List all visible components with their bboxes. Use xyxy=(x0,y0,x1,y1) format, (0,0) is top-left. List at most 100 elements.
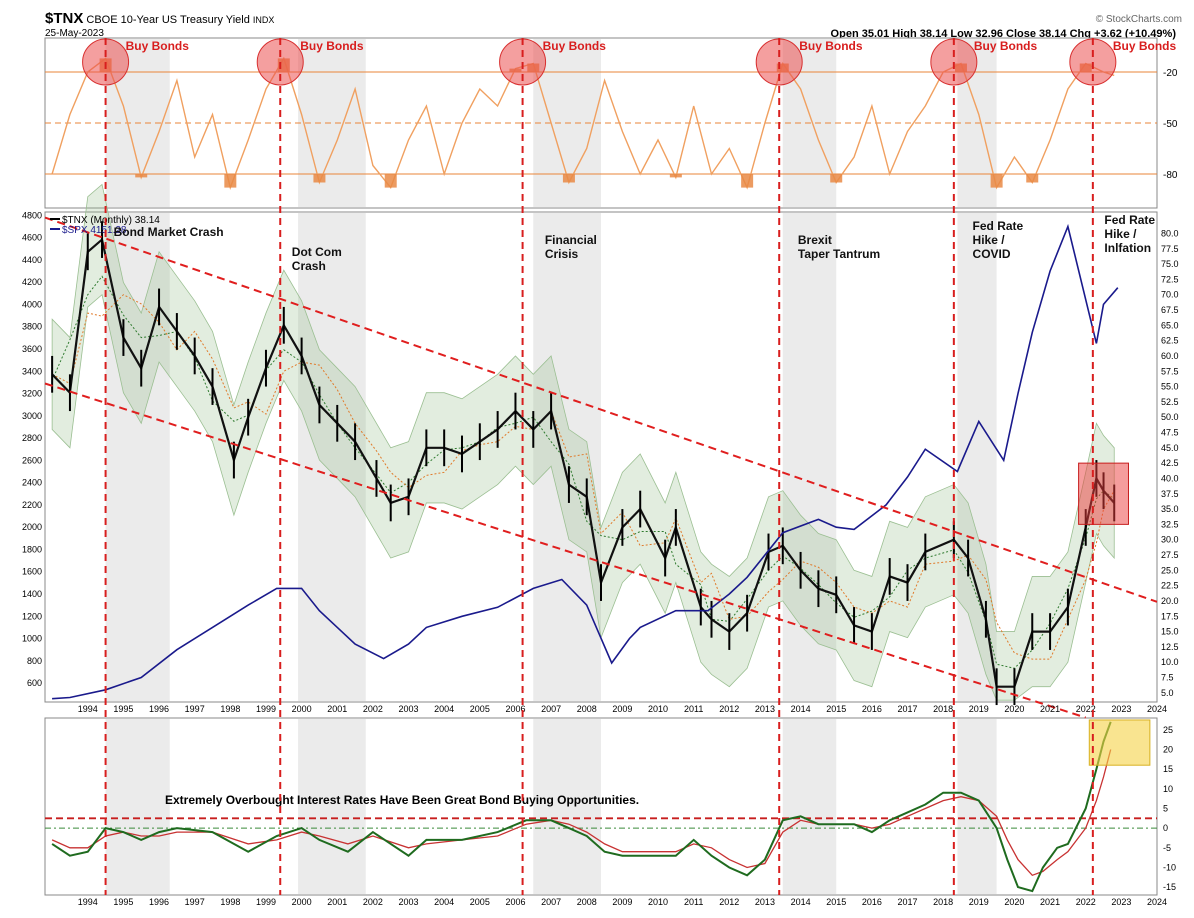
left-axis-tick: 1400 xyxy=(22,589,42,599)
x-axis-tick-bottom: 1996 xyxy=(149,897,169,907)
right-axis-tick: 30.0 xyxy=(1161,535,1179,545)
x-axis-tick-bottom: 1997 xyxy=(185,897,205,907)
x-axis-tick-main: 2020 xyxy=(1004,704,1024,714)
right-axis-tick: 32.5 xyxy=(1161,519,1179,529)
osc-tick-label: -20 xyxy=(1163,68,1178,79)
x-axis-tick-bottom: 2019 xyxy=(969,897,989,907)
right-axis-tick: 7.5 xyxy=(1161,673,1174,683)
right-axis-tick: 50.0 xyxy=(1161,412,1179,422)
right-axis-tick: 70.0 xyxy=(1161,290,1179,300)
osc-oversold-fill xyxy=(741,174,754,188)
x-axis-tick-bottom: 2015 xyxy=(826,897,846,907)
right-axis-tick: 42.5 xyxy=(1161,458,1179,468)
right-axis-tick: 77.5 xyxy=(1161,244,1179,254)
x-axis-tick-main: 2002 xyxy=(363,704,383,714)
osc-oversold-fill xyxy=(669,174,682,178)
osc-oversold-fill xyxy=(990,174,1003,188)
left-axis-tick: 4600 xyxy=(22,233,42,243)
legend-entry: $TNX (Monthly) 38.14 xyxy=(62,215,160,226)
event-annotation: Bond Market Crash xyxy=(114,225,224,239)
x-axis-tick-bottom: 2011 xyxy=(684,897,703,907)
left-axis-tick: 4000 xyxy=(22,299,42,309)
left-axis-tick: 1800 xyxy=(22,544,42,554)
right-axis-tick: 57.5 xyxy=(1161,366,1179,376)
bottom-axis-tick: 10 xyxy=(1163,784,1173,794)
x-axis-tick-bottom: 2003 xyxy=(399,897,419,907)
x-axis-tick-main: 2004 xyxy=(434,704,454,714)
left-axis-tick: 3000 xyxy=(22,411,42,421)
left-axis-tick: 800 xyxy=(27,656,42,666)
x-axis-tick-main: 1994 xyxy=(78,704,98,714)
chart-header: $TNX CBOE 10-Year US Treasury Yield INDX xyxy=(45,10,274,27)
right-axis-tick: 55.0 xyxy=(1161,382,1179,392)
bottom-axis-tick: -5 xyxy=(1163,843,1171,853)
x-axis-tick-bottom: 2010 xyxy=(648,897,668,907)
buy-bonds-label: Buy Bonds xyxy=(1113,39,1177,53)
shaded-period xyxy=(782,719,837,894)
left-axis-tick: 4800 xyxy=(22,210,42,220)
osc-tick-label: -80 xyxy=(1163,170,1178,181)
left-axis-tick: 2600 xyxy=(22,455,42,465)
bottom-axis-tick: 20 xyxy=(1163,744,1173,754)
right-axis-tick: 27.5 xyxy=(1161,550,1179,560)
x-axis-tick-main: 2003 xyxy=(399,704,419,714)
shaded-period xyxy=(957,719,997,894)
shaded-period xyxy=(105,719,170,894)
bottom-axis-tick: 5 xyxy=(1163,803,1168,813)
event-annotation: Financial Crisis xyxy=(545,233,597,261)
x-axis-tick-bottom: 2024 xyxy=(1147,897,1167,907)
shaded-period xyxy=(533,719,601,894)
x-axis-tick-bottom: 1998 xyxy=(220,897,240,907)
osc-oversold-fill xyxy=(224,174,237,188)
bottom-axis-tick: 25 xyxy=(1163,725,1173,735)
x-axis-tick-bottom: 2005 xyxy=(470,897,490,907)
x-axis-tick-bottom: 2022 xyxy=(1076,897,1096,907)
shaded-period xyxy=(782,213,837,701)
x-axis-tick-main: 2015 xyxy=(826,704,846,714)
left-axis-tick: 1600 xyxy=(22,567,42,577)
left-axis-tick: 1000 xyxy=(22,634,42,644)
right-axis-tick: 12.5 xyxy=(1161,642,1179,652)
buy-bonds-label: Buy Bonds xyxy=(126,39,190,53)
right-axis-tick: 60.0 xyxy=(1161,351,1179,361)
event-annotation: Brexit Taper Tantrum xyxy=(798,233,880,261)
event-annotation: Fed Rate Hike / Inlfation xyxy=(1104,213,1155,255)
right-axis-tick: 75.0 xyxy=(1161,259,1179,269)
spx-line xyxy=(52,223,1119,700)
x-axis-tick-bottom: 1999 xyxy=(256,897,276,907)
x-axis-tick-main: 1995 xyxy=(113,704,133,714)
left-axis-tick: 4400 xyxy=(22,255,42,265)
left-axis-tick: 1200 xyxy=(22,611,42,621)
x-axis-tick-main: 1999 xyxy=(256,704,276,714)
event-annotation: Fed Rate Hike / COVID xyxy=(973,219,1024,261)
right-axis-tick: 22.5 xyxy=(1161,581,1179,591)
buy-bonds-label: Buy Bonds xyxy=(300,39,364,53)
bottom-axis-tick: -15 xyxy=(1163,882,1176,892)
right-axis-tick: 10.0 xyxy=(1161,657,1179,667)
x-axis-tick-main: 1996 xyxy=(149,704,169,714)
right-axis-tick: 47.5 xyxy=(1161,428,1179,438)
x-axis-tick-main: 2007 xyxy=(541,704,561,714)
x-axis-tick-main: 2013 xyxy=(755,704,775,714)
x-axis-tick-main: 1998 xyxy=(220,704,240,714)
left-axis-tick: 3200 xyxy=(22,389,42,399)
shaded-period xyxy=(533,213,601,701)
x-axis-tick-main: 2010 xyxy=(648,704,668,714)
right-axis-tick: 52.5 xyxy=(1161,397,1179,407)
tnx-price-line xyxy=(51,237,1116,688)
x-axis-tick-bottom: 2006 xyxy=(505,897,525,907)
x-axis-tick-main: 2017 xyxy=(897,704,917,714)
right-axis-tick: 35.0 xyxy=(1161,504,1179,514)
x-axis-tick-main: 2018 xyxy=(933,704,953,714)
instrument-name: CBOE 10-Year US Treasury Yield xyxy=(86,14,250,26)
x-axis-tick-bottom: 2020 xyxy=(1004,897,1024,907)
osc-oversold-fill xyxy=(1026,174,1039,183)
x-axis-tick-main: 2024 xyxy=(1147,704,1167,714)
left-axis-tick: 3400 xyxy=(22,366,42,376)
x-axis-tick-bottom: 2007 xyxy=(541,897,561,907)
x-axis-tick-main: 2023 xyxy=(1111,704,1131,714)
x-axis-tick-main: 2021 xyxy=(1040,704,1060,714)
left-axis-tick: 2000 xyxy=(22,522,42,532)
osc-tick-label: -50 xyxy=(1163,119,1178,130)
